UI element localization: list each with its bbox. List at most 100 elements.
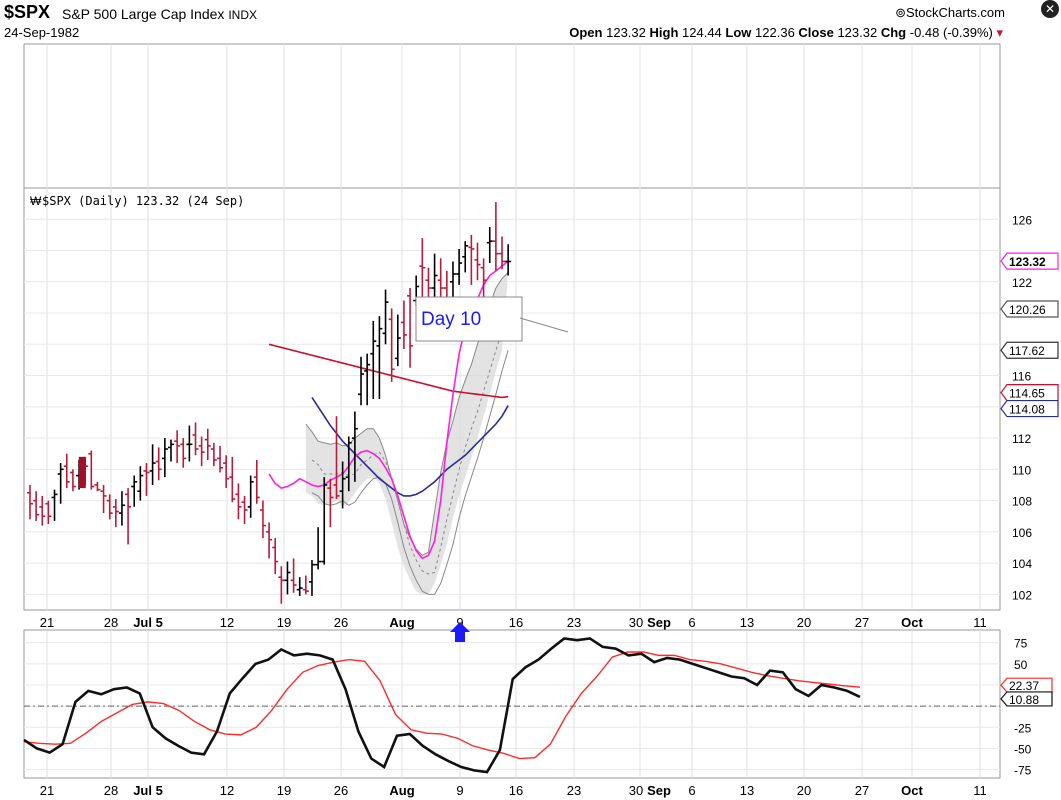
price-bar xyxy=(204,428,211,460)
ma-long-line xyxy=(268,343,509,399)
price-bar xyxy=(69,469,76,492)
close-value: 123.32 xyxy=(837,25,878,40)
price-y-tick: 102 xyxy=(1012,588,1032,602)
osc-y-tick: -50 xyxy=(1014,742,1032,756)
price-x-tick: 26 xyxy=(334,615,348,630)
price-y-tick: 126 xyxy=(1012,213,1032,227)
price-bar xyxy=(27,484,33,520)
osc-x-tick: Aug xyxy=(389,783,414,798)
price-bar xyxy=(456,248,463,285)
price-bar xyxy=(480,258,487,301)
price-bar xyxy=(382,289,389,345)
up-arrow-icon xyxy=(450,622,470,642)
settings-circle-icon[interactable]: ✕ xyxy=(1041,0,1059,18)
price-x-tick: 12 xyxy=(220,615,234,630)
price-bar xyxy=(431,253,438,304)
price-bar xyxy=(474,242,481,281)
price-value-tag xyxy=(1000,252,1059,270)
ma-mid-line xyxy=(311,396,509,497)
osc-x-tick: Oct xyxy=(901,783,923,798)
price-value-tag xyxy=(1000,399,1059,418)
price-x-tick: 28 xyxy=(104,615,118,630)
osc-x-tick: 27 xyxy=(855,783,869,798)
osc-x-tick: 13 xyxy=(740,783,754,798)
price-bar xyxy=(407,288,414,368)
price-bar xyxy=(358,356,365,406)
price-bar xyxy=(106,494,113,520)
open-label: Open xyxy=(569,25,603,40)
osc-y-tick: 75 xyxy=(1014,637,1028,651)
price-bar xyxy=(33,491,40,521)
price-bar xyxy=(149,444,156,485)
price-bar xyxy=(118,491,125,526)
low-value: 122.36 xyxy=(755,25,795,40)
price-bar xyxy=(88,450,95,490)
price-bar xyxy=(63,453,70,489)
chg-value: -0.48 (-0.39%) xyxy=(909,25,993,40)
osc-value-tag-text: 10.88 xyxy=(1009,693,1039,707)
stockcharts-logo-icon: ⊚ xyxy=(895,5,907,20)
price-bar xyxy=(437,258,444,301)
price-bar xyxy=(505,244,512,276)
osc-value-tag xyxy=(1000,691,1053,707)
price-x-tick: 27 xyxy=(855,615,869,630)
osc-x-tick: 23 xyxy=(567,783,581,798)
price-bar xyxy=(125,488,132,545)
osc-y-tick: -75 xyxy=(1014,764,1032,778)
symbol: $SPX xyxy=(4,2,51,22)
price-bar xyxy=(308,559,315,596)
osc-value-tag-text: 22.37 xyxy=(1009,679,1039,693)
price-bar xyxy=(94,481,101,492)
price-y-tick: 104 xyxy=(1012,557,1032,571)
price-bar xyxy=(155,447,162,481)
price-bar xyxy=(376,316,383,399)
exchange-code: INDX xyxy=(228,8,257,22)
annotation-text: Day 10 xyxy=(421,309,481,330)
bollinger-band-fill xyxy=(305,272,509,595)
price-value-tag xyxy=(1000,300,1059,318)
price-x-tick: Sep xyxy=(647,615,671,630)
osc-x-tick: Sep xyxy=(647,783,671,798)
price-value-tag xyxy=(1000,341,1059,359)
price-y-tick: 108 xyxy=(1012,495,1032,509)
price-value-tag-text: 114.08 xyxy=(1009,403,1045,417)
price-bar xyxy=(339,461,346,509)
price-bar xyxy=(486,227,493,264)
osc-main-line xyxy=(23,637,861,774)
price-bar xyxy=(333,416,340,500)
osc-x-tick: 6 xyxy=(688,783,695,798)
osc-x-tick: 16 xyxy=(509,783,523,798)
osc-x-tick: 19 xyxy=(277,783,291,798)
price-bar xyxy=(39,495,46,526)
price-bar xyxy=(394,314,401,367)
legend-swatch-icon: ₩ xyxy=(30,194,42,208)
price-y-tick: 106 xyxy=(1012,526,1032,540)
osc-x-tick: 12 xyxy=(220,783,234,798)
brand-link[interactable]: ⊚StockCharts.com xyxy=(895,5,1005,21)
annotation-pointer xyxy=(519,317,569,333)
osc-x-tick: 28 xyxy=(104,783,118,798)
price-bar xyxy=(51,489,58,521)
price-x-tick: Jul 5 xyxy=(133,615,163,630)
price-bar xyxy=(296,577,303,596)
osc-x-tick: 9 xyxy=(456,783,463,798)
price-x-tick: 20 xyxy=(797,615,811,630)
price-bar xyxy=(210,442,217,467)
price-x-tick: Aug xyxy=(389,615,414,630)
price-bar xyxy=(45,500,52,525)
price-bar xyxy=(167,439,174,462)
bollinger-upper-line xyxy=(305,272,509,556)
price-bar xyxy=(400,300,407,349)
price-bar xyxy=(198,436,205,467)
price-y-tick: 110 xyxy=(1012,463,1031,477)
price-value-tag-text: 114.65 xyxy=(1009,387,1045,401)
price-x-tick: 19 xyxy=(277,615,291,630)
price-bar xyxy=(235,483,242,520)
price-x-tick: 23 xyxy=(567,615,581,630)
price-bar xyxy=(284,561,291,595)
price-bar xyxy=(290,558,297,593)
price-y-tick: 122 xyxy=(1012,276,1032,290)
price-bar xyxy=(241,495,248,525)
price-bar xyxy=(327,478,334,528)
